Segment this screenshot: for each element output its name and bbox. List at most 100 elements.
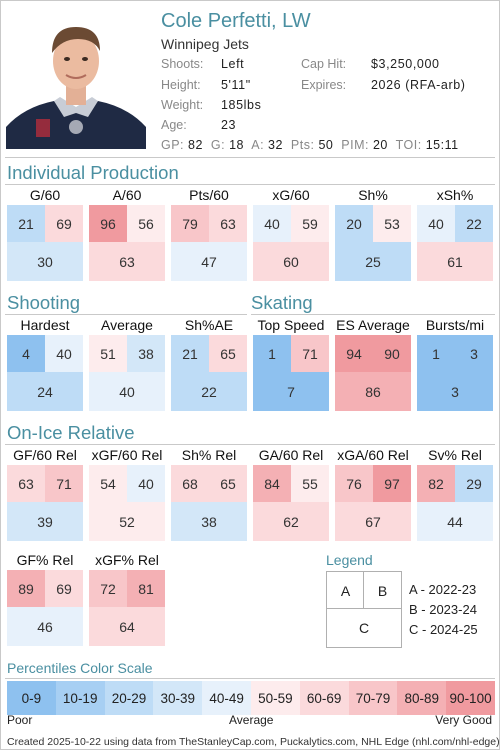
metric-svpct-rel-c: 44 (417, 502, 493, 541)
scale-divider (5, 678, 495, 679)
metric-a-60-c: 63 (89, 242, 165, 281)
metric-gf-60-rel-a: 63 (7, 465, 45, 502)
metric-svpct-rel-b: 29 (455, 465, 493, 502)
cap-hit-label: Cap Hit: (301, 57, 347, 71)
metric-label-hardest: Hardest (20, 317, 70, 333)
metric-ga-60-rel-c: 62 (253, 502, 329, 541)
metric-ga-60-rel-b: 55 (291, 465, 329, 502)
scale-average-label: Average (229, 713, 274, 727)
metric-top-speed-a: 1 (253, 335, 291, 372)
gp-value: 82 (188, 138, 203, 152)
metric-xga-60-rel-b: 97 (373, 465, 411, 502)
metric-shpct-rel-c: 38 (171, 502, 247, 541)
shoots-label: Shoots: (161, 57, 204, 71)
scale-segment-60-69: 60-69 (299, 681, 349, 715)
metric-hardest-b: 40 (45, 335, 83, 372)
scale-segment-70-79: 70-79 (348, 681, 398, 715)
metric-xgf-60-rel-c: 52 (89, 502, 165, 541)
metric-average-a: 51 (89, 335, 127, 372)
metric-es-average-b: 90 (373, 335, 411, 372)
points-label: Pts: (290, 138, 315, 152)
metric-label-a-60: A/60 (112, 187, 142, 203)
metric-top-speed-b: 71 (291, 335, 329, 372)
section-divider-shooting (5, 314, 247, 315)
section-divider-onice (5, 444, 495, 445)
weight-value: 185lbs (221, 98, 262, 112)
metric-gf-60-rel-b: 71 (45, 465, 83, 502)
metric-label-xga-60-rel: xGA/60 Rel (337, 447, 409, 463)
legend-line-a: A - 2022-23 (409, 582, 477, 597)
legend-line-b: B - 2023-24 (409, 602, 477, 617)
section-divider-skating (251, 314, 495, 315)
metric-label-svpct-rel: Sv% Rel (428, 447, 482, 463)
metric-label-pts-60: Pts/60 (189, 187, 229, 203)
metric-label-bursts-mi: Bursts/mi (425, 317, 485, 333)
cap-hit-value: $3,250,000 (371, 57, 440, 71)
metric-label-gf-60-rel: GF/60 Rel (13, 447, 77, 463)
metric-gfpct-rel-b: 69 (45, 570, 83, 607)
scale-segment-90-100: 90-100 (446, 681, 495, 715)
metric-shpct-rel-b: 65 (209, 465, 247, 502)
percentile-color-scale: 0-9 10-19 20-29 30-39 40-49 50-59 60-69 70-79 80… (7, 681, 495, 715)
metric-hardest-c: 24 (7, 372, 83, 411)
metric-label-xg-60: xG/60 (272, 187, 310, 203)
pim-value: 20 (372, 138, 388, 152)
metric-shpct-b: 53 (373, 205, 411, 242)
scale-segment-20-29: 20-29 (104, 681, 154, 715)
metric-svpct-rel-a: 82 (417, 465, 455, 502)
section-divider-individual (5, 184, 495, 185)
metric-label-es-average: ES Average (336, 317, 410, 333)
goals-label: G: (210, 138, 226, 152)
season-stat-line: GP: 82 G: 18 A: 32 Pts: 50 PIM: 20 TOI: … (161, 138, 459, 152)
metric-shpctae-c: 22 (171, 372, 247, 411)
assists-label: A: (251, 138, 265, 152)
section-title-onice: On-Ice Relative (7, 422, 135, 443)
metric-xg-60-b: 59 (291, 205, 329, 242)
scale-poor-label: Poor (7, 713, 33, 727)
legend-title: Legend (326, 552, 373, 568)
expires-label: Expires: (301, 78, 347, 92)
metric-shpctae-b: 65 (209, 335, 247, 372)
header-divider (5, 157, 495, 158)
scale-segment-30-39: 30-39 (153, 681, 203, 715)
goals-value: 18 (229, 138, 244, 152)
metric-xshpct-b: 22 (455, 205, 493, 242)
metric-label-shpct-rel: Sh% Rel (181, 447, 237, 463)
metric-es-average-c: 86 (335, 372, 411, 411)
metric-label-xgf-60-rel: xGF/60 Rel (91, 447, 163, 463)
metric-a-60-b: 56 (127, 205, 165, 242)
legend-box-b: B (363, 571, 402, 610)
metric-bursts-mi-b: 3 (455, 335, 493, 372)
metric-xgfpct-rel-a: 72 (89, 570, 127, 607)
scale-segment-40-49: 40-49 (202, 681, 251, 715)
metric-pts-60-b: 63 (209, 205, 247, 242)
metric-xgf-60-rel-a: 54 (89, 465, 127, 502)
section-title-shooting: Shooting (7, 292, 81, 313)
metric-shpct-c: 25 (335, 242, 411, 281)
scale-segment-10-19: 10-19 (55, 681, 105, 715)
scale-segment-80-89: 80-89 (397, 681, 447, 715)
metric-bursts-mi-c: 3 (417, 372, 493, 411)
player-name: Cole Perfetti, LW (161, 10, 311, 32)
section-title-individual: Individual Production (7, 162, 179, 183)
section-title-skating: Skating (251, 292, 313, 313)
metric-xgf-60-rel-b: 40 (127, 465, 165, 502)
metric-label-xshpct: xSh% (436, 187, 474, 203)
height-value: 5'11" (221, 78, 251, 92)
metric-label-ga-60-rel: GA/60 Rel (258, 447, 324, 463)
metric-label-top-speed: Top Speed (257, 317, 325, 333)
metric-g-60-c: 30 (7, 242, 83, 281)
age-label: Age: (161, 118, 187, 132)
metric-xga-60-rel-a: 76 (335, 465, 373, 502)
legend-box-c: C (326, 608, 402, 648)
pim-label: PIM: (341, 138, 369, 152)
height-label: Height: (161, 78, 201, 92)
metric-bursts-mi-a: 1 (417, 335, 455, 372)
age-value: 23 (221, 118, 237, 132)
scale-title: Percentiles Color Scale (7, 660, 153, 676)
metric-a-60-a: 96 (89, 205, 127, 242)
metric-xgfpct-rel-c: 64 (89, 607, 165, 646)
expires-value: 2026 (RFA-arb) (371, 78, 466, 92)
metric-xga-60-rel-c: 67 (335, 502, 411, 541)
team-name: Winnipeg Jets (161, 36, 249, 52)
